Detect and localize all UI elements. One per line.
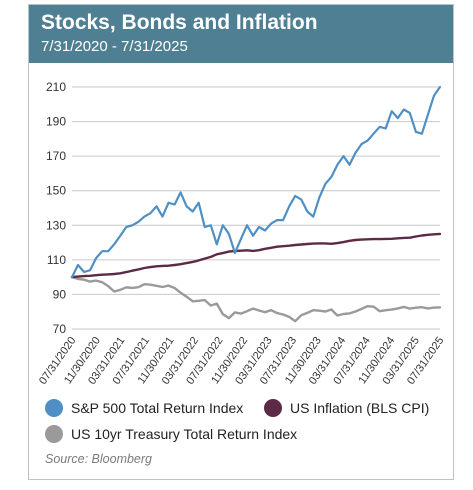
y-tick-label: 70 xyxy=(53,322,67,336)
y-tick-label: 210 xyxy=(46,80,66,94)
series-line-treasury xyxy=(70,275,442,323)
chart-title: Stocks, Bonds and Inflation xyxy=(41,11,318,34)
chart-header: Stocks, Bonds and Inflation 7/31/2020 - … xyxy=(29,5,453,63)
chart-card: Stocks, Bonds and Inflation 7/31/2020 - … xyxy=(28,4,454,480)
chart-subtitle: 7/31/2020 - 7/31/2025 xyxy=(41,38,188,55)
y-tick-label: 110 xyxy=(47,253,66,267)
y-tick-label: 150 xyxy=(46,184,66,198)
y-tick-label: 170 xyxy=(46,149,66,163)
series-line-inflation xyxy=(70,232,442,279)
source-note: Source: Bloomberg xyxy=(45,452,153,466)
y-tick-label: 90 xyxy=(53,287,67,301)
y-tick-label: 130 xyxy=(46,218,66,232)
series-line-sp500 xyxy=(70,85,442,279)
y-tick-label: 190 xyxy=(46,115,66,129)
